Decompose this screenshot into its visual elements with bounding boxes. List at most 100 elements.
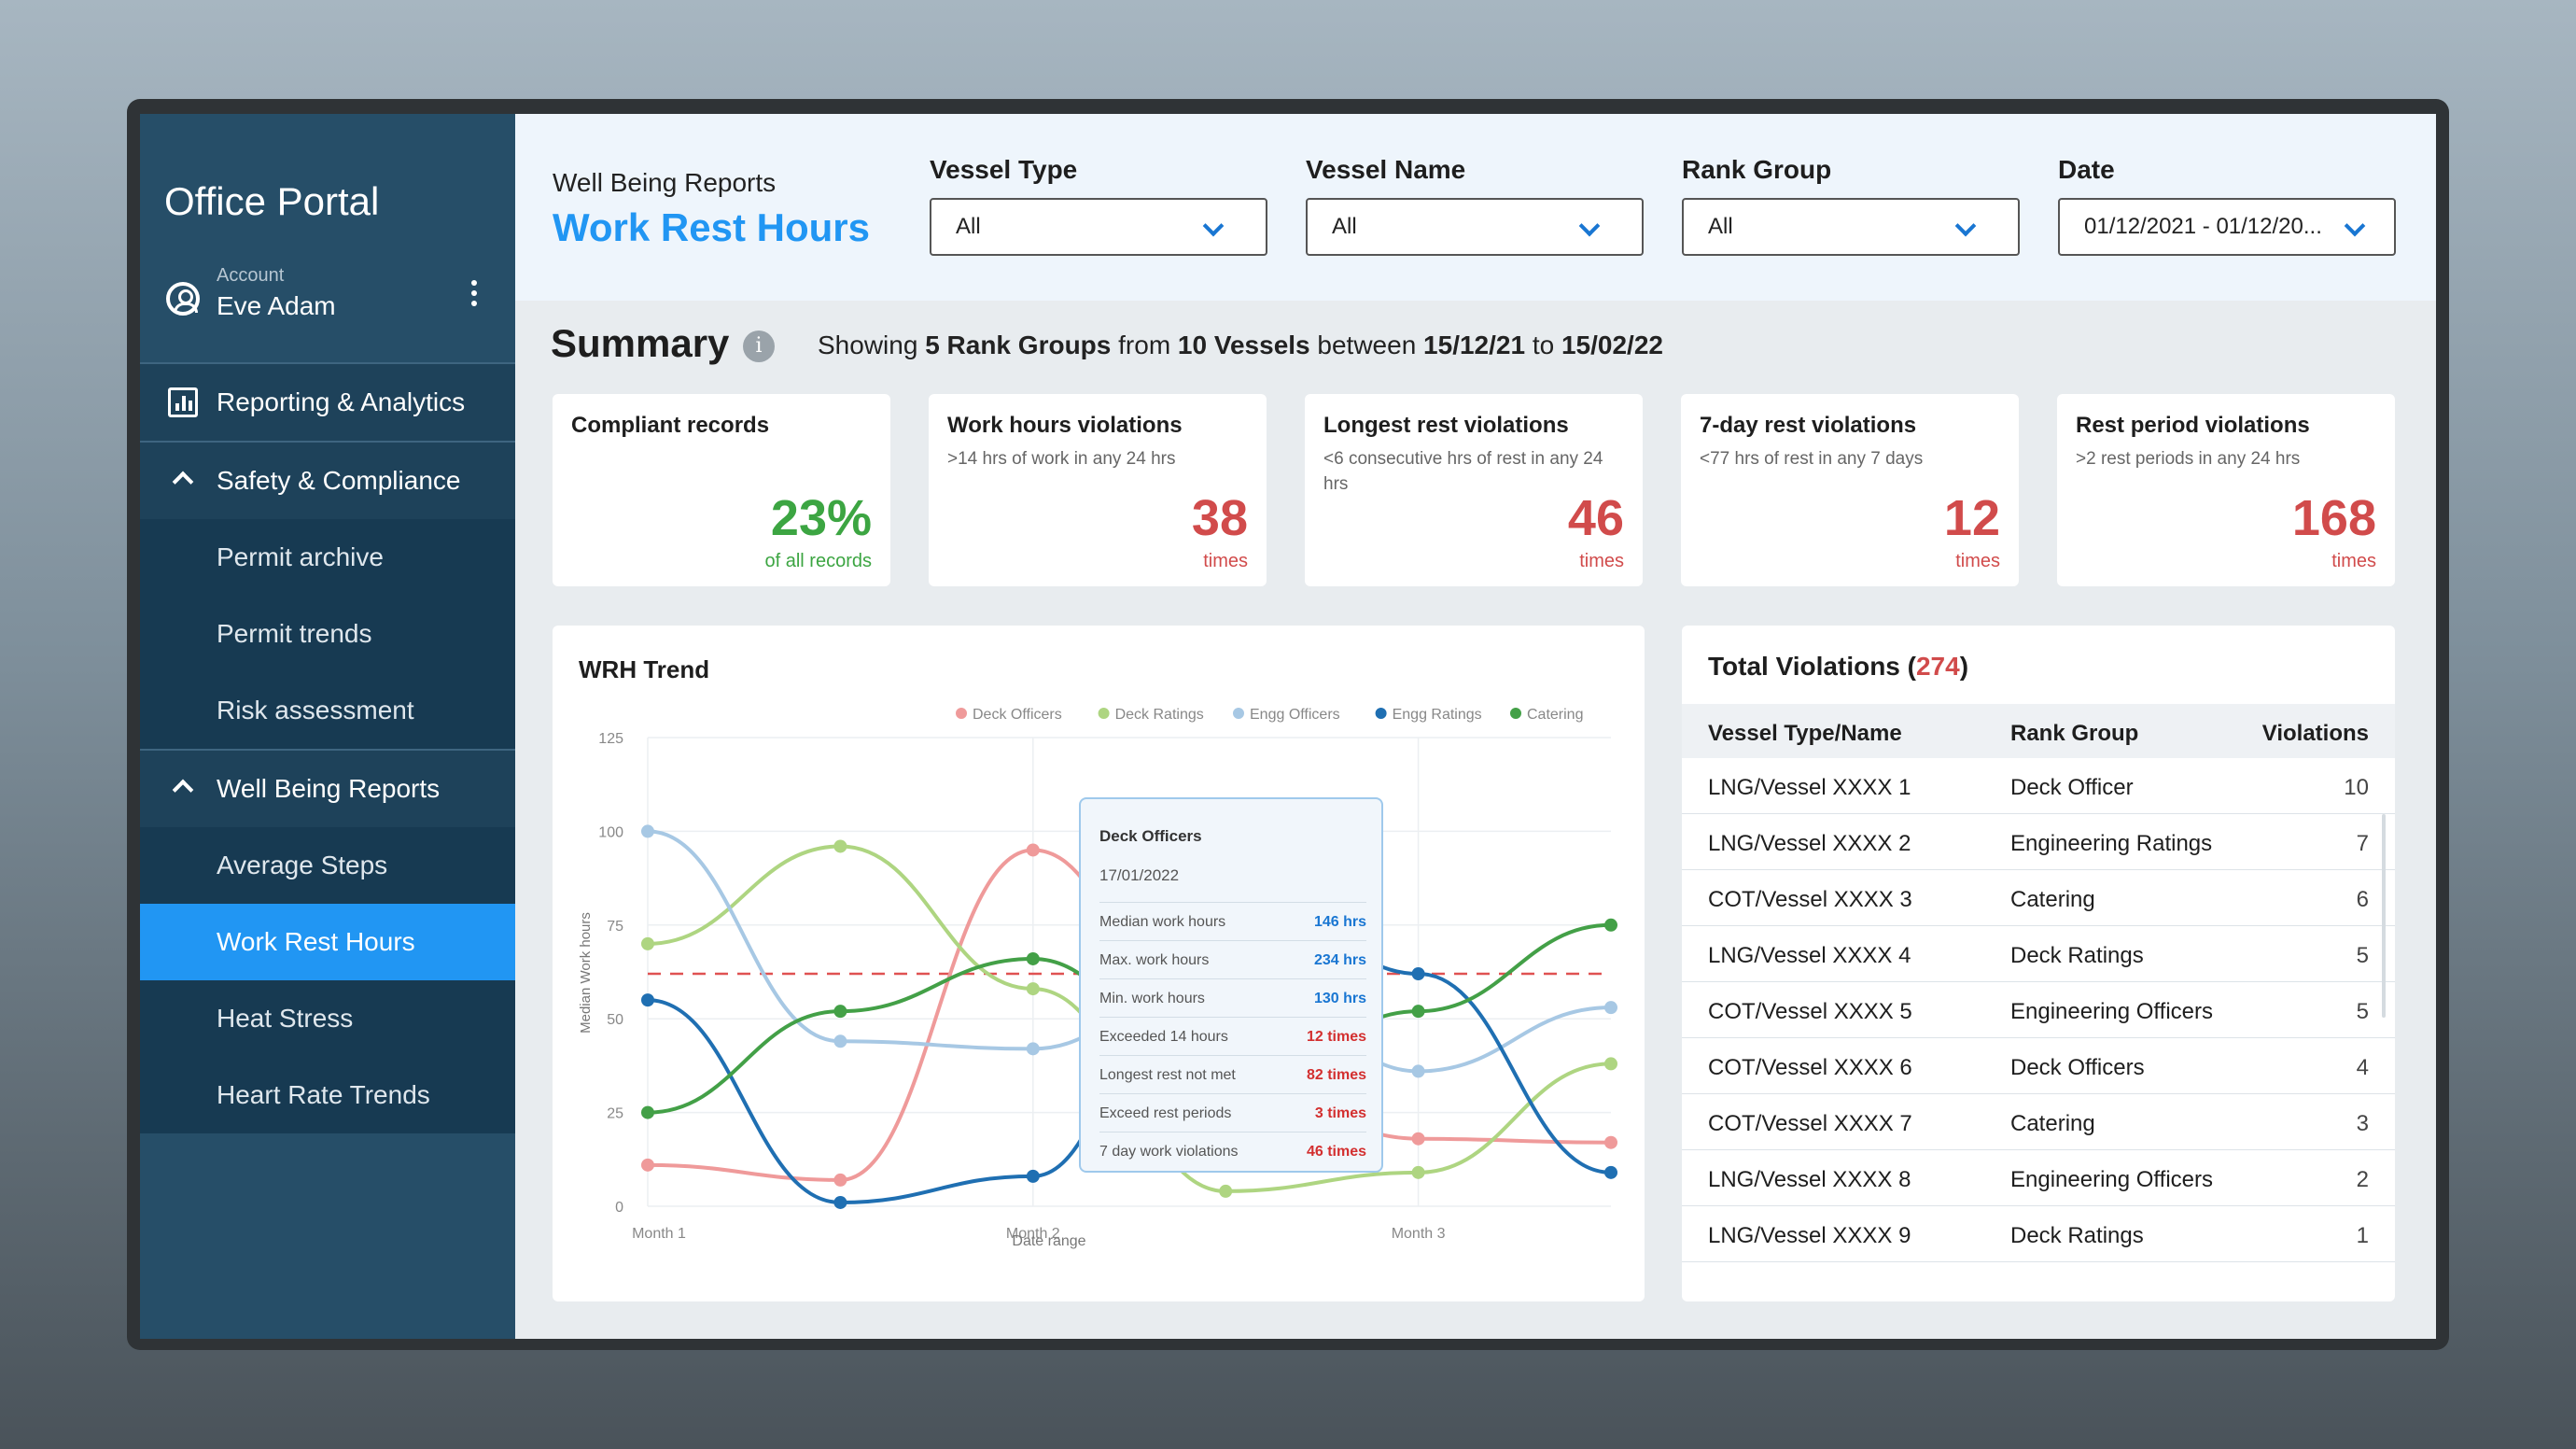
card-unit: times [1579, 551, 1624, 571]
sidebar-item-heat-stress[interactable]: Heat Stress [140, 980, 515, 1057]
summary-title: Summary [551, 321, 730, 365]
sidebar-item-well-being[interactable]: Well Being Reports [140, 751, 515, 827]
account-panel[interactable]: Account Eve Adam [140, 261, 515, 364]
column-header[interactable]: Violations [2261, 721, 2369, 746]
sidebar-item-work-rest-hours[interactable]: Work Rest Hours [140, 904, 515, 980]
card-7-day-rest-violations: 7-day rest violations <77 hrs of rest in… [1681, 394, 2019, 586]
vessel-name-select[interactable]: All [1306, 198, 1644, 256]
x-tick-label: Month 3 [1392, 1226, 1446, 1242]
x-tick-label: Month 2 [1006, 1226, 1060, 1242]
vessel-name: LNG/Vessel XXXX 1 [1708, 775, 1911, 800]
table-row[interactable]: LNG/Vessel XXXX 8 Engineering Officers 2 [1682, 1150, 2395, 1206]
table-row[interactable]: COT/Vessel XXXX 7 Catering 3 [1682, 1094, 2395, 1150]
column-header[interactable]: Vessel Type/Name [1708, 721, 1902, 746]
filter-label: Vessel Name [1306, 155, 1466, 184]
y-tick-label: 0 [615, 1200, 623, 1216]
card-description: >2 rest periods in any 24 hrs [2076, 449, 2301, 469]
table-row[interactable]: LNG/Vessel XXXX 2 Engineering Ratings 7 [1682, 814, 2395, 870]
table-row[interactable]: LNG/Vessel XXXX 9 Deck Ratings 1 [1682, 1206, 2395, 1262]
column-header[interactable]: Rank Group [2010, 721, 2139, 746]
date-range-select[interactable]: 01/12/2021 - 01/12/20... [2058, 198, 2396, 256]
vessel-name: LNG/Vessel XXXX 2 [1708, 831, 1911, 856]
card-value: 12 [1943, 490, 2000, 546]
app-window: Office Portal Account Eve Adam Reporting… [140, 114, 2436, 1339]
vessel-name: COT/Vessel XXXX 5 [1708, 999, 1912, 1024]
sidebar-item-permit-archive[interactable]: Permit archive [140, 519, 515, 596]
rank-group: Engineering Officers [2010, 999, 2214, 1024]
user-circle-icon [166, 282, 200, 316]
sidebar-item-label: Risk assessment [217, 696, 414, 724]
tooltip-value: 82 times [1306, 1067, 1366, 1083]
table-row[interactable]: COT/Vessel XXXX 6 Deck Officers 4 [1682, 1038, 2395, 1094]
filter-vessel-type: Vessel Type All [930, 155, 1267, 256]
wrh-trend-panel: 0 25 50 75 100 125 Month 1 Month 2 Month 3 Date r… [553, 626, 1645, 1301]
chevron-up-icon [172, 471, 194, 493]
card-value: 168 [2291, 490, 2376, 546]
tooltip-series: Deck Officers [1099, 827, 1202, 845]
sidebar-item-label: Work Rest Hours [217, 927, 415, 956]
info-icon[interactable]: i [743, 331, 775, 362]
sidebar-item-label: Permit archive [217, 542, 384, 571]
data-point [1604, 1165, 1617, 1179]
data-point [1411, 1165, 1425, 1179]
table-row[interactable]: LNG/Vessel XXXX 1 Deck Officer 10 [1682, 758, 2395, 814]
violation-count: 7 [2356, 831, 2369, 856]
divider [140, 441, 515, 443]
table-scrollbar[interactable] [2382, 814, 2386, 1018]
card-title: Longest rest violations [1323, 413, 1569, 438]
rank-group: Engineering Ratings [2010, 831, 2213, 856]
tooltip-key: Min. work hours [1099, 991, 1205, 1006]
tooltip-row: Max. work hours 234 hrs [1099, 940, 1366, 978]
violation-count: 10 [2344, 775, 2369, 800]
account-label: Account [217, 265, 285, 286]
sidebar-item-safety[interactable]: Safety & Compliance [140, 443, 515, 519]
legend-marker [1233, 708, 1244, 719]
legend-marker [1098, 708, 1110, 719]
chevron-down-icon [1954, 215, 1977, 237]
violation-count: 4 [2356, 1055, 2369, 1080]
breadcrumb[interactable]: Well Being Reports [553, 168, 777, 197]
more-vertical-icon[interactable] [467, 276, 482, 314]
sidebar-item-risk-assessment[interactable]: Risk assessment [140, 672, 515, 749]
card-unit: times [2331, 551, 2376, 571]
legend-entry: Engg Officers [1250, 707, 1340, 723]
legend-marker [1375, 708, 1387, 719]
legend-entry: Deck Ratings [1115, 707, 1204, 723]
legend-entry: Engg Ratings [1393, 707, 1482, 723]
sidebar-item-reporting[interactable]: Reporting & Analytics [140, 364, 515, 441]
sidebar-item-heart-rate-trends[interactable]: Heart Rate Trends [140, 1057, 515, 1133]
filter-date: Date 01/12/2021 - 01/12/20... [2058, 155, 2396, 256]
rank-group: Catering [2010, 887, 2095, 912]
vessel-type-select[interactable]: All [930, 198, 1267, 256]
filter-label: Date [2058, 155, 2115, 184]
tooltip-key: 7 day work violations [1099, 1144, 1239, 1160]
rank-group: Deck Officers [2010, 1055, 2145, 1080]
violation-count: 2 [2356, 1167, 2369, 1192]
tooltip-value: 46 times [1306, 1144, 1366, 1160]
violation-count: 3 [2356, 1111, 2369, 1136]
table-row[interactable]: COT/Vessel XXXX 5 Engineering Officers 5 [1682, 982, 2395, 1038]
table-row[interactable]: LNG/Vessel XXXX 4 Deck Ratings 5 [1682, 926, 2395, 982]
select-value: 01/12/2021 - 01/12/20... [2084, 214, 2322, 239]
chart-title: WRH Trend [579, 655, 710, 683]
sidebar-item-label: Average Steps [217, 851, 388, 879]
card-unit: times [1955, 551, 2000, 571]
card-title: Work hours violations [947, 413, 1183, 438]
legend-entry: Catering [1527, 707, 1583, 723]
vessel-name: LNG/Vessel XXXX 8 [1708, 1167, 1911, 1192]
sidebar-item-permit-trends[interactable]: Permit trends [140, 596, 515, 672]
chart-tooltip: Deck Officers 17/01/2022 Median work hou… [1079, 797, 1383, 1173]
chevron-down-icon [1202, 215, 1225, 237]
app-title: Office Portal [164, 179, 380, 223]
data-point [1604, 1057, 1617, 1071]
sidebar-item-average-steps[interactable]: Average Steps [140, 827, 515, 904]
card-compliant-records: Compliant records 23% of all records [553, 394, 890, 586]
total-violations-panel: Total Violations (274) Vessel Type/Name … [1682, 626, 2395, 1301]
table-row[interactable]: COT/Vessel XXXX 3 Catering 6 [1682, 870, 2395, 926]
rank-group-select[interactable]: All [1682, 198, 2020, 256]
card-title: Rest period violations [2076, 413, 2310, 438]
data-point [833, 1195, 847, 1209]
bar-chart-icon [168, 387, 198, 417]
data-point [1411, 1005, 1425, 1019]
data-point [1411, 1132, 1425, 1146]
